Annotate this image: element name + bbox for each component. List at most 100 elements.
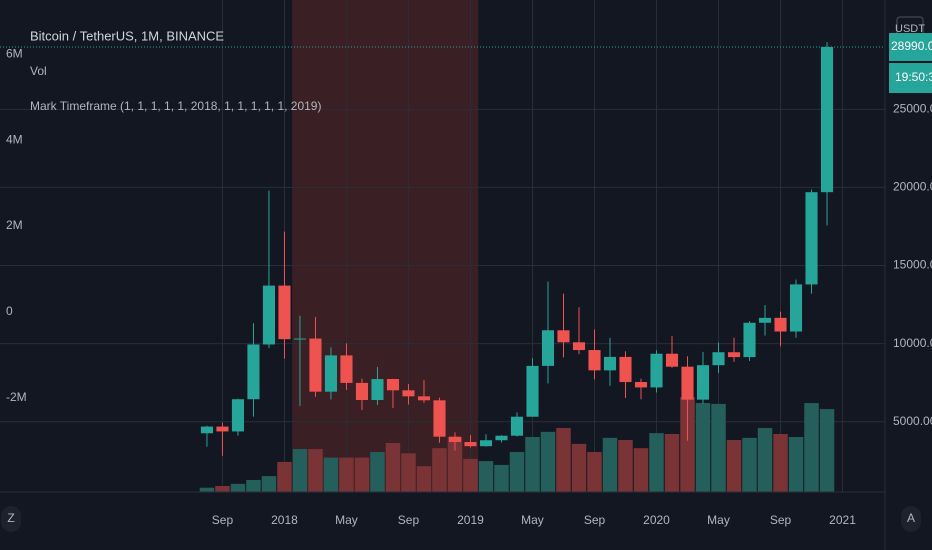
candle-body xyxy=(805,192,818,285)
candle-body xyxy=(464,442,477,447)
volume-bar xyxy=(587,452,602,492)
button-label[interactable]: Z xyxy=(7,511,14,525)
y-tick-label: 5000.00 xyxy=(893,414,932,428)
candle-body xyxy=(216,426,229,432)
volume-bar xyxy=(494,464,509,492)
candle-body xyxy=(386,378,400,391)
x-tick-label: Sep xyxy=(398,513,420,527)
candle-body xyxy=(231,399,244,432)
volume-bar xyxy=(509,452,525,492)
candle-body xyxy=(603,356,617,371)
x-tick-label: 2021 xyxy=(829,513,856,527)
candle-body xyxy=(526,365,539,417)
y2-tick-label: 0 xyxy=(6,304,13,318)
volume-bar xyxy=(230,483,246,492)
y-tick-label: 25000.00 xyxy=(893,102,932,116)
volume-bar xyxy=(695,403,711,492)
volume-bar xyxy=(354,457,370,492)
candle-body xyxy=(247,344,260,400)
candle-body xyxy=(634,382,648,388)
volume-bar xyxy=(323,457,339,492)
candle-body xyxy=(479,440,493,447)
x-tick-label: Sep xyxy=(584,513,606,527)
volume-bar xyxy=(478,461,494,492)
volume-bar xyxy=(401,453,416,492)
candle-body xyxy=(696,365,710,400)
countdown-tag xyxy=(889,63,932,94)
candle-body xyxy=(789,284,803,332)
x-tick-label: 2019 xyxy=(457,513,484,527)
indicator-label: Vol xyxy=(30,64,47,78)
candle-body xyxy=(371,379,384,400)
candle-body xyxy=(402,390,415,397)
candle-body xyxy=(588,350,601,371)
candle-body xyxy=(727,352,741,358)
candle-body xyxy=(619,356,632,383)
button-label[interactable]: A xyxy=(907,511,915,525)
volume-bar xyxy=(664,433,680,492)
volume-bar xyxy=(773,433,788,492)
volume-bar xyxy=(447,436,463,492)
chart-title: Bitcoin / TetherUS, 1M, BINANCE xyxy=(30,28,224,43)
candle-body xyxy=(681,366,694,400)
volume-bar xyxy=(788,436,804,492)
volume-bar xyxy=(618,440,633,492)
volume-bar xyxy=(804,403,819,492)
volume-bar xyxy=(308,449,323,492)
volume-bar xyxy=(711,403,726,492)
highlight-region xyxy=(292,0,479,492)
volume-bar xyxy=(571,443,587,492)
volume-bar xyxy=(726,440,742,492)
candle-body xyxy=(820,47,834,193)
volume-bar xyxy=(277,461,292,492)
volume-bar xyxy=(556,427,571,492)
x-tick-label: May xyxy=(335,513,358,527)
candle-body xyxy=(572,342,586,351)
candle-body xyxy=(262,285,276,345)
x-tick-label: May xyxy=(521,513,544,527)
volume-bar xyxy=(432,448,447,492)
last-price-tag xyxy=(889,33,932,62)
y-tick-label: 20000.00 xyxy=(893,180,932,194)
y-tick-label: 15000.00 xyxy=(893,258,932,272)
candle-body xyxy=(340,355,353,383)
x-tick-label: 2020 xyxy=(643,513,670,527)
volume-bar xyxy=(416,466,432,492)
currency-label[interactable]: USDT xyxy=(895,23,925,35)
volume-bar xyxy=(261,476,277,492)
volume-bar xyxy=(339,457,354,492)
volume-bar xyxy=(742,437,757,492)
button[interactable] xyxy=(1,506,21,532)
button[interactable] xyxy=(901,506,921,532)
candle-body xyxy=(758,317,772,323)
y2-tick-label: 6M xyxy=(6,46,23,60)
countdown-label: 19:50:33 xyxy=(895,70,932,84)
candle-body xyxy=(433,400,446,437)
indicator-label: Mark Timeframe (1, 1, 1, 1, 1, 2018, 1, … xyxy=(30,99,321,113)
candle-body xyxy=(355,382,369,400)
y2-tick-label: -2M xyxy=(6,390,27,404)
volume-bar xyxy=(246,479,261,492)
last-price-label: 28990.05 xyxy=(891,39,932,53)
volume-bar xyxy=(385,443,401,492)
x-tick-label: Sep xyxy=(770,513,792,527)
candle-body xyxy=(510,416,524,436)
x-tick-label: Sep xyxy=(212,513,234,527)
x-tick-label: 2018 xyxy=(271,513,298,527)
candle-body xyxy=(200,426,213,434)
volume-bar xyxy=(292,449,308,492)
plot-area xyxy=(0,0,885,492)
candle-body xyxy=(417,396,431,401)
candle-body xyxy=(665,353,679,367)
y2-tick-label: 2M xyxy=(6,218,23,232)
candle-body xyxy=(541,330,555,366)
volume-bar xyxy=(463,458,478,492)
volume-bar xyxy=(199,487,215,492)
x-tick-label: May xyxy=(707,513,730,527)
candle-body xyxy=(774,317,787,332)
volume-bar xyxy=(633,448,649,492)
candle-body xyxy=(743,322,756,358)
candle-body xyxy=(448,436,462,442)
volume-bar xyxy=(215,485,230,492)
